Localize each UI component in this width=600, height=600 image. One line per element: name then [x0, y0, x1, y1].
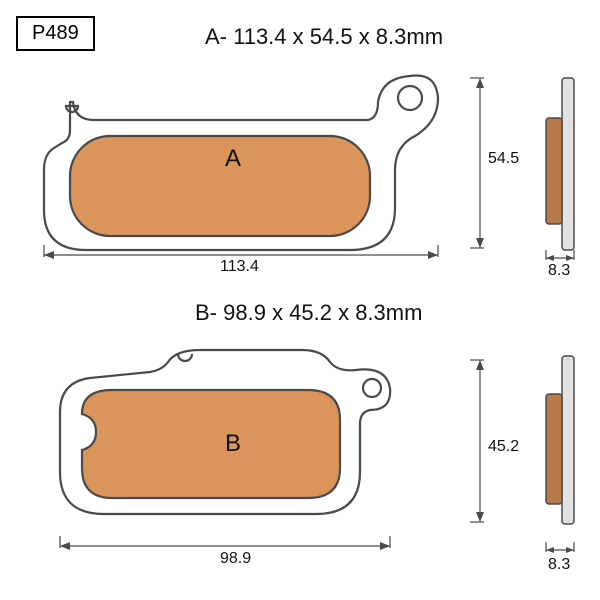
title-b: B- 98.9 x 45.2 x 8.3mm — [195, 300, 422, 326]
pad-b-thick-label: 8.3 — [548, 556, 570, 574]
pad-a-thick-label: 8.3 — [548, 262, 570, 280]
pad-b-height-label: 45.2 — [488, 438, 519, 456]
pad-a-width-label: 113.4 — [220, 258, 259, 276]
pad-a-side-plate — [562, 78, 574, 250]
pad-a-height-label: 54.5 — [488, 150, 519, 168]
pad-b-right-hole — [363, 379, 381, 397]
part-code-text: P489 — [32, 22, 79, 44]
pad-b-side — [538, 352, 588, 552]
pad-b-label: B — [225, 430, 241, 458]
pad-b-friction — [82, 390, 340, 498]
pad-b-side-plate — [562, 356, 574, 524]
pad-a-friction — [70, 136, 370, 236]
title-a: A- 113.4 x 54.5 x 8.3mm — [205, 24, 443, 50]
pad-b-left-ear — [178, 354, 192, 361]
part-code-box: P489 — [16, 16, 95, 51]
pad-a-side — [538, 70, 588, 280]
pad-b-width-label: 98.9 — [220, 550, 251, 568]
title-a-text: A- 113.4 x 54.5 x 8.3mm — [205, 24, 443, 49]
title-b-text: B- 98.9 x 45.2 x 8.3mm — [195, 300, 422, 325]
pad-a-ear-hole — [398, 86, 422, 110]
pad-a-label: A — [225, 145, 241, 173]
pad-a-left-notch — [66, 106, 78, 112]
pad-a-side-pad — [546, 118, 562, 224]
pad-b-side-pad — [546, 394, 562, 504]
